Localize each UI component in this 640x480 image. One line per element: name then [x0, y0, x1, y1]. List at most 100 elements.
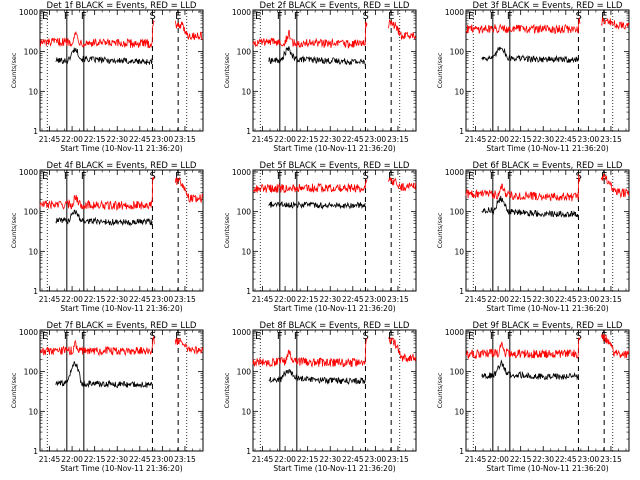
marker-label: F [294, 331, 300, 342]
x-tick-label: 23:15 [600, 135, 622, 144]
series-lld-line [252, 18, 417, 49]
series-events-line [55, 209, 153, 227]
y-tick-label: 10 [454, 407, 464, 416]
marker-label: F [64, 11, 70, 22]
x-tick-label: 23:15 [174, 295, 196, 304]
y-tick-label: 1000 [232, 168, 251, 177]
marker-label: F [490, 11, 496, 22]
marker-label: S [362, 171, 368, 182]
y-axis-label: Counts/sec [10, 372, 18, 408]
x-tick-label: 23:00 [152, 135, 174, 144]
x-tick-label: 22:45 [555, 135, 577, 144]
marker-label: E [601, 11, 607, 22]
marker-label: F [507, 331, 513, 342]
y-tick-label: 100 [450, 208, 465, 217]
x-tick-label: 21:45 [465, 295, 487, 304]
y-tick-label: 1000 [19, 8, 38, 17]
x-tick-label: 22:30 [319, 295, 341, 304]
x-tick-label: 22:00 [274, 455, 296, 464]
y-tick-label: 10 [28, 247, 38, 256]
y-tick-label: 10 [241, 87, 251, 96]
marker-label: F [277, 11, 283, 22]
y-tick-label: 100 [237, 208, 252, 217]
x-tick-label: 22:15 [510, 135, 532, 144]
x-tick-label: 23:00 [365, 295, 387, 304]
y-tick-label: 10 [454, 87, 464, 96]
x-tick-label: 22:15 [510, 455, 532, 464]
y-axis-label: Counts/sec [223, 372, 231, 408]
x-tick-label: 22:45 [555, 295, 577, 304]
y-tick-label: 100 [24, 368, 39, 377]
y-tick-label: 1000 [232, 8, 251, 17]
series-lld-line [39, 336, 204, 357]
x-tick-label: 22:00 [487, 455, 509, 464]
plot-frame [252, 9, 417, 132]
corner-label: E [468, 331, 474, 342]
plot-frame [39, 169, 204, 292]
marker-label: F [294, 171, 300, 182]
y-tick-label: 1000 [445, 168, 464, 177]
y-tick-label: 1000 [19, 168, 38, 177]
plot-frame [39, 329, 204, 452]
panel-title: Det 1f BLACK = Events, RED = LLD [47, 1, 197, 11]
series-events-line [481, 46, 579, 64]
marker-label: E [388, 171, 394, 182]
series-events-line [268, 368, 366, 385]
x-tick-label: 22:30 [106, 455, 128, 464]
y-tick-label: 1 [246, 287, 251, 296]
x-tick-label: 22:30 [532, 135, 554, 144]
corner-label: E [42, 171, 48, 182]
x-tick-label: 22:45 [129, 295, 151, 304]
y-tick-label: 1 [33, 127, 38, 136]
x-tick-label: 21:45 [252, 295, 274, 304]
corner-label: E [468, 11, 474, 22]
x-tick-label: 22:15 [297, 455, 319, 464]
marker-label: E [388, 11, 394, 22]
y-tick-label: 1000 [19, 328, 38, 337]
marker-label: S [149, 11, 155, 22]
x-tick-label: 23:00 [578, 455, 600, 464]
x-tick-label: 23:15 [387, 455, 409, 464]
y-tick-label: 1000 [445, 8, 464, 17]
corner-label: E [42, 331, 48, 342]
marker-label: F [64, 171, 70, 182]
x-tick-label: 22:15 [297, 295, 319, 304]
x-tick-label: 23:15 [387, 295, 409, 304]
x-tick-label: 23:00 [578, 135, 600, 144]
panel-title: Det 5f BLACK = Events, RED = LLD [260, 161, 410, 171]
x-tick-label: 22:00 [61, 295, 83, 304]
x-tick-label: 23:00 [365, 455, 387, 464]
x-tick-label: 22:30 [106, 295, 128, 304]
panel-det-5: Det 5f BLACK = Events, RED = LLD 1 10 100 10… [223, 161, 417, 313]
x-tick-label: 23:15 [600, 295, 622, 304]
marker-label: S [149, 331, 155, 342]
series-lld-line [465, 17, 630, 35]
x-axis-label: Start Time (10-Nov-11 21:36:20) [60, 464, 182, 473]
x-tick-label: 22:15 [84, 455, 106, 464]
panel-title: Det 8f BLACK = Events, RED = LLD [260, 321, 410, 331]
y-axis-label: Counts/sec [436, 212, 444, 248]
x-tick-label: 21:45 [252, 455, 274, 464]
x-tick-label: 22:00 [274, 295, 296, 304]
x-tick-label: 22:30 [319, 455, 341, 464]
x-axis-label: Start Time (10-Nov-11 21:36:20) [273, 304, 395, 313]
x-tick-label: 21:45 [465, 135, 487, 144]
x-tick-label: 22:30 [319, 135, 341, 144]
y-tick-label: 1000 [445, 328, 464, 337]
series-lld-line [465, 333, 630, 360]
plot-frame [465, 169, 630, 292]
x-tick-label: 23:00 [365, 135, 387, 144]
x-tick-label: 23:15 [600, 455, 622, 464]
series-events-line [481, 359, 579, 381]
series-lld-line [465, 173, 630, 202]
marker-label: F [507, 11, 513, 22]
panel-title: Det 6f BLACK = Events, RED = LLD [473, 161, 623, 171]
y-tick-label: 1 [459, 127, 464, 136]
marker-label: E [175, 331, 181, 342]
marker-label: S [575, 331, 581, 342]
marker-label: S [575, 11, 581, 22]
corner-label: E [255, 331, 261, 342]
x-tick-label: 22:30 [532, 455, 554, 464]
y-tick-label: 10 [454, 247, 464, 256]
